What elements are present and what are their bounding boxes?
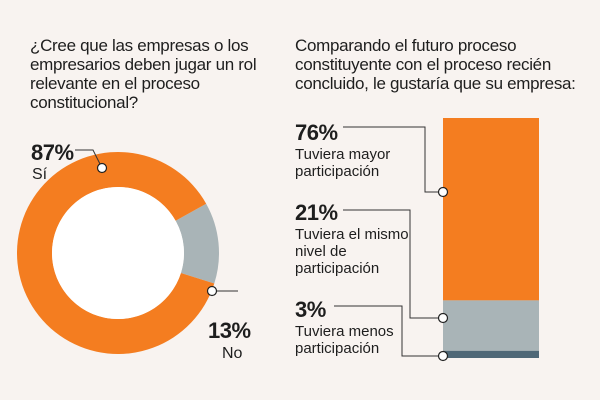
donut-label-no-value: 13%	[208, 318, 251, 343]
bar-label-menos-name: Tuviera menos participación	[295, 323, 394, 357]
bar-label-mismo-name: Tuviera el mismo nivel de participación	[295, 226, 409, 277]
donut-slice-no	[175, 203, 220, 284]
donut-chart	[16, 152, 220, 354]
bar-chart-title: Comparando el futuro proceso constituyen…	[295, 36, 576, 93]
stacked-bar-chart	[443, 118, 539, 358]
bar-segment-mayor	[443, 118, 539, 301]
leader-si-line	[75, 149, 103, 169]
bar-label-mayor-name: Tuviera mayor participación	[295, 146, 391, 180]
bar-label-menos-value: 3%	[295, 297, 326, 322]
bar-segment-menos	[443, 350, 539, 358]
donut-slice-si	[16, 152, 215, 354]
donut-label-si-value: 87%	[31, 140, 74, 165]
donut-label-si-name: Sí	[32, 166, 48, 183]
bar-segment-mismo	[443, 300, 539, 351]
leader-mayor-marker	[437, 186, 449, 198]
leader-menos-line	[334, 305, 443, 357]
leader-si-marker	[96, 162, 108, 174]
donut-label-no-name: No	[222, 345, 243, 362]
donut-chart-title: ¿Cree que las empresas o los empresarios…	[30, 36, 257, 112]
bar-label-mismo-value: 21%	[295, 200, 338, 225]
leader-menos-marker	[437, 350, 449, 362]
leader-mayor-line	[343, 126, 443, 193]
leader-lines	[75, 126, 449, 362]
leader-mismo-marker	[437, 312, 449, 324]
donut-hole	[52, 187, 184, 319]
leader-mismo-line	[343, 209, 443, 319]
bar-label-mayor-value: 76%	[295, 120, 338, 145]
leader-no-marker	[206, 285, 218, 297]
